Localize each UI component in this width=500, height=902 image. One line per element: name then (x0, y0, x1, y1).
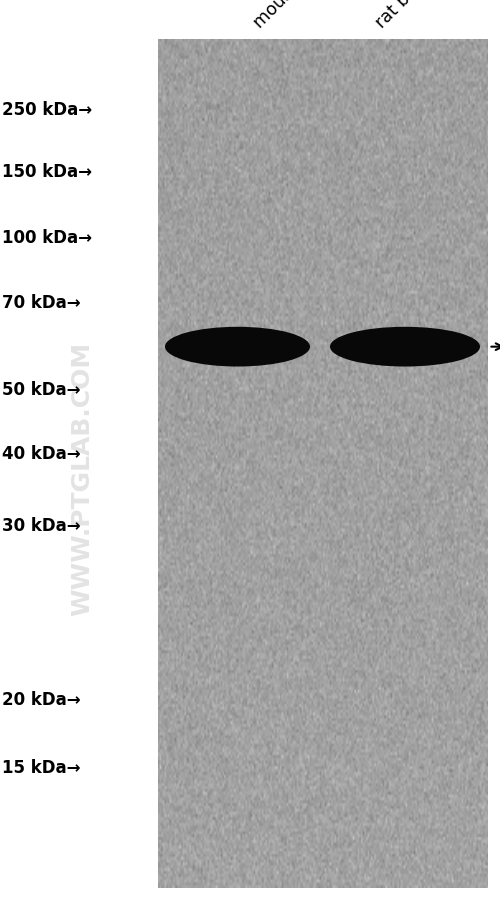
Text: 50 kDa→: 50 kDa→ (2, 381, 81, 399)
Text: rat brain: rat brain (372, 0, 438, 32)
Text: mouse brain: mouse brain (250, 0, 340, 32)
Text: 250 kDa→: 250 kDa→ (2, 101, 92, 119)
Text: 15 kDa→: 15 kDa→ (2, 758, 81, 776)
Text: 30 kDa→: 30 kDa→ (2, 516, 81, 534)
Ellipse shape (330, 327, 480, 367)
Ellipse shape (165, 327, 310, 367)
Text: 100 kDa→: 100 kDa→ (2, 229, 92, 247)
Bar (158, 41, 487, 888)
Text: 20 kDa→: 20 kDa→ (2, 690, 81, 708)
Text: WWW.PTGLAB.COM: WWW.PTGLAB.COM (70, 341, 94, 615)
Text: 40 kDa→: 40 kDa→ (2, 445, 81, 463)
Text: 150 kDa→: 150 kDa→ (2, 162, 92, 180)
Text: 70 kDa→: 70 kDa→ (2, 294, 81, 312)
